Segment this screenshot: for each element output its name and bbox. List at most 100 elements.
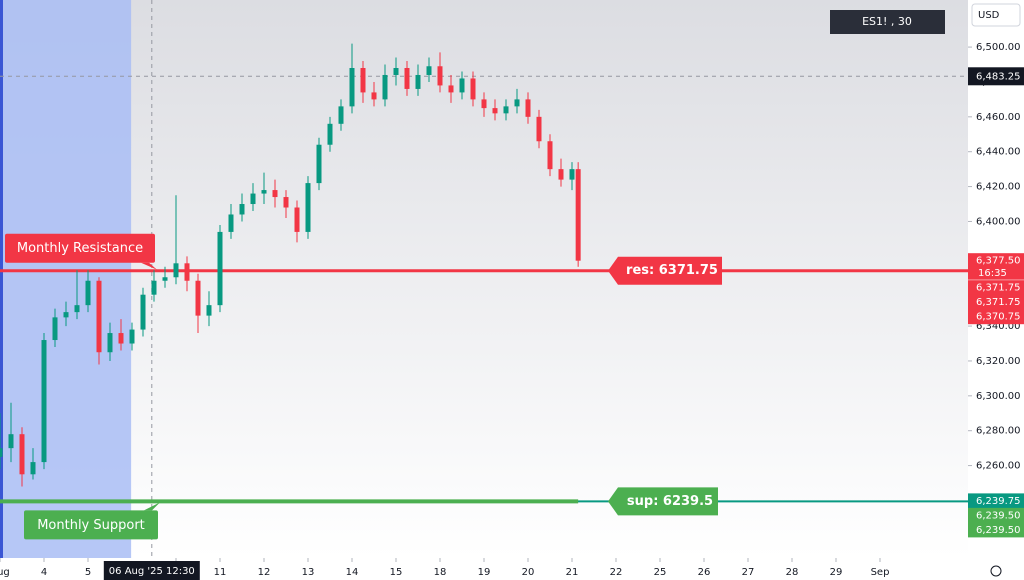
x-tick-label: 11 <box>214 567 227 578</box>
candle-body <box>63 312 69 318</box>
y-tick-label: 6,260.00 <box>976 461 1021 472</box>
y-tick-label: 6,320.00 <box>976 356 1021 367</box>
x-tick-label: 18 <box>434 567 447 578</box>
candle-body <box>316 144 322 184</box>
candle-body <box>140 294 146 330</box>
level-name-pointer <box>141 262 157 270</box>
candle-body <box>52 317 58 341</box>
candle-body <box>8 434 14 449</box>
candle-body <box>239 204 245 215</box>
candle-body <box>404 68 410 89</box>
x-tick-label: 14 <box>346 567 359 578</box>
price-tag-box <box>968 294 1024 310</box>
candle-body <box>327 123 333 145</box>
candle-body <box>393 68 399 75</box>
symbol: ES1! , 30 <box>862 15 912 28</box>
x-tick-label: 22 <box>610 567 623 578</box>
price-tag: 6,239.50 <box>976 525 1021 536</box>
crosshair-time: 12:30 <box>166 566 195 577</box>
candle-body <box>30 462 36 475</box>
candle-body <box>107 333 113 353</box>
candle-body <box>195 280 201 316</box>
x-tick-label: 5 <box>85 567 91 578</box>
candle-body <box>459 78 465 93</box>
candle-body <box>206 305 212 316</box>
price-tag-box <box>968 493 1024 509</box>
candle-body <box>338 106 344 124</box>
candle-body <box>470 78 476 100</box>
time-axis <box>0 558 968 580</box>
candle-body <box>503 106 509 114</box>
y-tick-label: 6,400.00 <box>976 216 1021 227</box>
settings-icon[interactable] <box>990 565 1002 577</box>
x-tick-label: Sep <box>871 567 890 578</box>
x-tick-label: 19 <box>478 567 491 578</box>
countdown-box <box>968 266 1024 280</box>
price-tag: 6,371.75 <box>976 297 1021 308</box>
candle-body <box>360 68 366 93</box>
session-edge <box>0 0 3 558</box>
price-tag-box <box>968 522 1024 538</box>
price-tag-box <box>968 280 1024 296</box>
candle-body <box>437 66 443 86</box>
candle-body <box>283 197 289 208</box>
candle-body <box>426 66 432 75</box>
crosshair-date-box <box>103 561 200 580</box>
x-tick-label: 12 <box>258 567 271 578</box>
level-name-box <box>24 510 158 540</box>
x-tick-label: 21 <box>566 567 579 578</box>
level-label: sup: 6239.5 <box>627 494 713 509</box>
x-tick-label: 28 <box>786 567 799 578</box>
x-tick-label: Aug <box>0 567 10 578</box>
candle-body <box>0 448 3 457</box>
candle-body <box>85 280 91 306</box>
y-tick-label: 6,340.00 <box>976 321 1021 332</box>
y-tick-label: 6,280.00 <box>976 426 1021 437</box>
y-tick-label: 6,460.00 <box>976 112 1021 123</box>
level-name: Monthly Resistance <box>17 241 143 256</box>
candle-body <box>382 74 388 100</box>
candle-body <box>371 92 377 100</box>
candle-body <box>74 305 80 313</box>
currency: USD <box>978 10 1000 21</box>
candle-body <box>184 263 190 281</box>
crosshair-date: 06 Aug '25 <box>109 566 163 577</box>
candle-body <box>129 329 135 344</box>
x-tick-label: 4 <box>41 567 47 578</box>
candle-body <box>217 231 223 306</box>
candle-body <box>349 68 355 107</box>
x-tick-label: 27 <box>742 567 755 578</box>
candle-body <box>41 340 47 463</box>
price-tag-box <box>968 309 1024 325</box>
symbol-box <box>830 10 945 34</box>
x-tick-label: 15 <box>390 567 403 578</box>
y-tick-label: 6,500.00 <box>976 42 1021 53</box>
price-tag: 6,239.75 <box>976 496 1021 507</box>
countdown: 16:35 <box>978 268 1007 279</box>
crosshair-price: 6,483.25 <box>976 71 1021 82</box>
candle-body <box>118 333 124 344</box>
candle-body <box>261 190 267 194</box>
candle-body <box>558 169 564 180</box>
plot-background <box>0 0 968 558</box>
candle-body <box>536 116 542 142</box>
candle-body <box>481 99 487 109</box>
x-tick-label: 29 <box>830 567 843 578</box>
level-name: Monthly Support <box>37 518 145 533</box>
candle-body <box>305 183 311 232</box>
candle-body <box>575 169 581 261</box>
x-tick-label: 25 <box>654 567 667 578</box>
candle-body <box>250 193 256 205</box>
currency-box[interactable] <box>971 3 1021 27</box>
level-label: res: 6371.75 <box>626 263 718 278</box>
candle-body <box>151 280 157 295</box>
price-tag: 6,371.75 <box>976 283 1021 294</box>
candle-body <box>96 280 102 353</box>
y-tick-label: 6,300.00 <box>976 391 1021 402</box>
price-tag-box <box>968 507 1024 523</box>
price-tag: 6,377.50 <box>976 256 1021 267</box>
candle-body <box>272 190 278 198</box>
candle-body <box>228 214 234 232</box>
